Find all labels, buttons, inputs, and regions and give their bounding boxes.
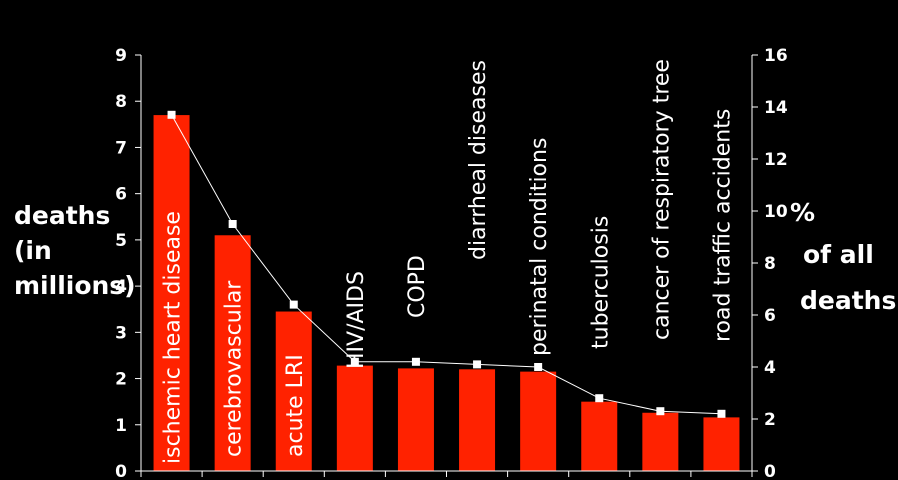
line-point bbox=[350, 357, 359, 366]
right-tick-label: 4 bbox=[764, 358, 776, 378]
left-tick-label: 0 bbox=[115, 462, 127, 480]
category-label: ischemic heart disease bbox=[161, 211, 186, 464]
bar bbox=[520, 371, 557, 471]
right-tick-label: 12 bbox=[764, 150, 788, 170]
right-axis-title-line-1: % bbox=[790, 198, 816, 227]
left-tick-label: 4 bbox=[115, 277, 127, 297]
bar bbox=[642, 412, 679, 471]
category-label: cancer of respiratory tree bbox=[649, 59, 674, 340]
right-tick-label: 16 bbox=[764, 46, 788, 66]
right-tick-label: 10 bbox=[764, 202, 788, 222]
bar bbox=[153, 115, 190, 471]
line-point bbox=[167, 110, 176, 119]
category-label: perinatal conditions bbox=[527, 138, 552, 356]
left-tick-label: 2 bbox=[115, 370, 127, 390]
right-tick-label: 14 bbox=[764, 98, 788, 118]
bar bbox=[336, 365, 373, 471]
line-point bbox=[289, 300, 298, 309]
right-tick-label: 0 bbox=[764, 462, 776, 480]
line-point bbox=[534, 363, 543, 371]
left-tick-label: 8 bbox=[115, 92, 127, 112]
bar bbox=[459, 369, 496, 471]
right-axis-title-line-3: deaths bbox=[800, 286, 897, 315]
right-axis-title-line-2: of all bbox=[803, 240, 874, 269]
left-axis-title-line-3: millions) bbox=[14, 271, 136, 300]
left-axis-title-line-2: (in bbox=[14, 236, 52, 265]
category-label: acute LRI bbox=[283, 354, 308, 457]
right-tick-label: 6 bbox=[764, 306, 776, 326]
right-tick-label: 8 bbox=[764, 254, 776, 274]
left-tick-label: 6 bbox=[115, 185, 127, 205]
category-label: diarrheal diseases bbox=[466, 60, 491, 260]
series-line bbox=[171, 114, 722, 415]
category-label: road traffic accidents bbox=[710, 109, 735, 342]
left-tick-label: 7 bbox=[115, 138, 127, 158]
line-point bbox=[473, 360, 482, 369]
category-label: tuberculosis bbox=[588, 216, 613, 349]
left-tick-label: 3 bbox=[115, 323, 127, 343]
line-point bbox=[717, 409, 726, 418]
bar bbox=[275, 311, 312, 471]
left-tick-label: 5 bbox=[115, 231, 127, 251]
bar bbox=[397, 368, 434, 471]
left-tick-label: 9 bbox=[115, 46, 127, 66]
line-point bbox=[411, 357, 420, 366]
bar bbox=[214, 235, 251, 471]
right-tick-label: 2 bbox=[764, 410, 776, 430]
left-tick-label: 1 bbox=[115, 416, 127, 436]
category-label: COPD bbox=[405, 255, 430, 318]
left-axis-title-line-1: deaths bbox=[14, 201, 111, 230]
line-point bbox=[228, 220, 237, 228]
bar bbox=[581, 401, 618, 471]
line-point bbox=[595, 394, 604, 403]
line-point bbox=[656, 407, 665, 416]
bar bbox=[703, 417, 740, 471]
left-axis-title: deaths (in millions) bbox=[14, 198, 136, 303]
category-label: cerebrovascular bbox=[222, 280, 247, 457]
category-label: HIV/AIDS bbox=[344, 271, 369, 369]
